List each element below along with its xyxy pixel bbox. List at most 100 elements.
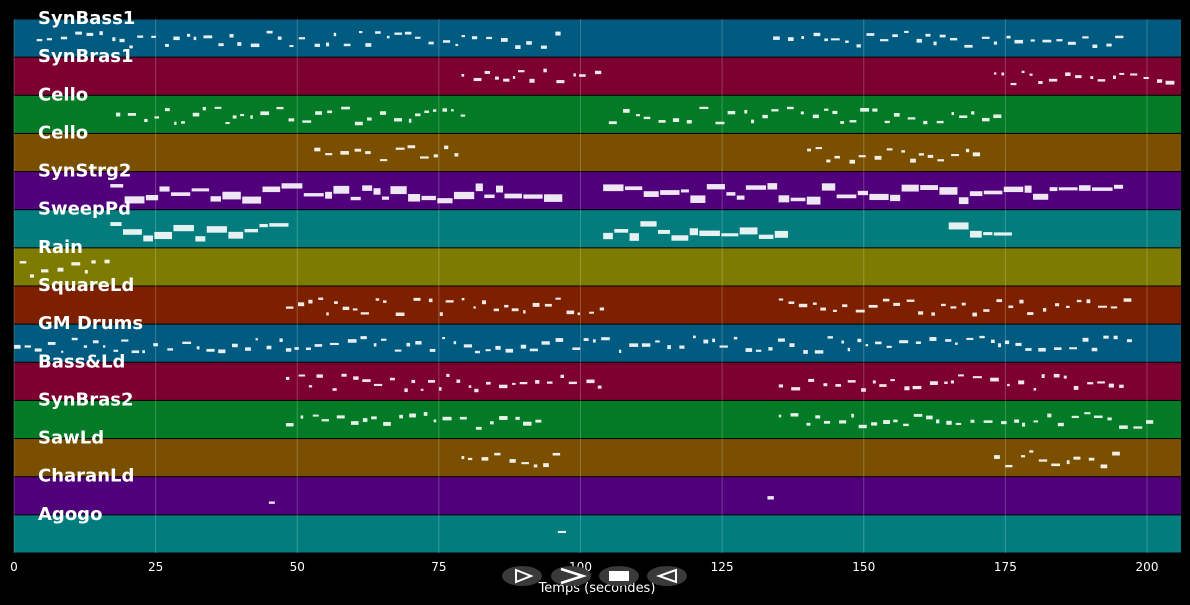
note-mark [641,343,651,347]
note-mark [739,227,758,235]
note-mark [826,159,831,163]
note-mark [540,45,547,49]
x-tick-label: 150 [852,560,875,574]
note-mark [314,147,321,152]
note-mark [849,159,856,164]
note-mark [699,230,720,236]
note-mark [901,150,906,153]
note-mark [34,348,42,352]
note-mark [890,379,895,382]
note-mark [228,231,244,239]
note-mark [394,349,402,352]
note-mark [203,35,213,39]
note-mark [773,36,780,40]
note-mark [657,229,671,234]
note-mark [1090,76,1094,79]
note-mark [812,114,819,119]
note-mark [362,185,373,191]
track-label: SynStrg2 [38,161,131,182]
forward-button[interactable] [551,566,591,586]
note-mark [899,340,909,344]
note-mark [453,191,475,200]
note-mark [555,338,564,342]
note-mark [268,501,275,504]
note-mark [993,114,1002,119]
note-mark [515,416,520,420]
note-mark [333,185,350,194]
play-button[interactable] [502,566,542,586]
note-mark [1069,347,1078,350]
note-mark [285,376,290,380]
note-mark [918,311,924,315]
note-mark [406,342,411,347]
note-mark [990,377,999,382]
track-band [14,477,1181,515]
note-mark [461,73,465,77]
note-mark [543,463,549,468]
track-band [14,515,1181,553]
note-mark [327,110,333,114]
note-mark [481,300,487,305]
note-mark [950,306,957,309]
note-mark [298,374,306,377]
note-mark [503,78,510,82]
note-mark [981,36,990,39]
note-mark [1119,384,1124,388]
note-mark [589,311,595,314]
note-mark [409,413,416,418]
note-mark [573,73,576,77]
note-mark [544,303,552,307]
note-mark [813,32,821,37]
note-mark [535,419,542,423]
note-mark [60,350,64,353]
note-mark [800,111,804,115]
note-mark [667,345,671,350]
note-mark [206,226,227,233]
note-mark [786,106,794,110]
note-mark [733,336,738,340]
note-mark [244,228,259,233]
note-mark [1054,347,1062,350]
note-mark [494,452,501,456]
note-mark [474,388,479,393]
note-mark [433,154,438,158]
note-mark [768,347,773,351]
note-mark [865,344,869,347]
note-mark [325,153,333,156]
note-mark [964,44,973,48]
note-mark [71,337,78,341]
note-mark [113,349,119,352]
note-mark [1092,187,1113,191]
note-mark [367,117,372,121]
note-mark [137,35,144,38]
note-mark [57,267,64,272]
note-mark [471,36,478,40]
stop-button[interactable] [599,566,639,586]
note-mark [1075,75,1082,79]
note-mark [1055,303,1060,307]
note-mark [886,345,892,348]
note-mark [181,121,185,124]
note-mark [857,338,862,343]
note-mark [983,420,993,423]
note-mark [856,44,861,48]
note-mark [341,106,350,110]
note-mark [373,343,377,347]
note-mark [332,388,337,391]
note-mark [381,338,387,341]
note-mark [791,387,801,391]
note-mark [1156,79,1163,83]
note-mark [365,43,372,47]
note-mark [127,113,136,116]
note-mark [404,31,412,35]
note-mark [892,34,898,38]
rewind-button[interactable] [647,566,687,586]
note-mark [314,43,320,47]
note-mark [821,183,836,191]
labels-layer: SynBass1 SynBras1 Cello Cello SynStrg2 SweepP… [38,8,143,525]
note-mark [1024,185,1032,193]
note-mark [362,379,371,382]
note-mark [1165,80,1175,85]
note-mark [1093,415,1103,418]
note-mark [459,416,467,420]
